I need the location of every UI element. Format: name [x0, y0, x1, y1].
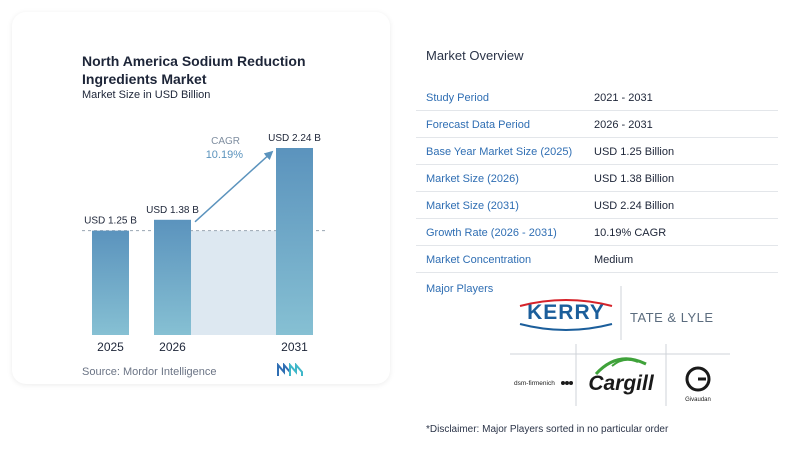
- cargill-logo: Cargill: [588, 357, 655, 395]
- overview-label: Market Concentration: [426, 254, 532, 266]
- kerry-logo: KERRY: [519, 299, 613, 331]
- givaudan-logo-text: Givaudan: [685, 397, 711, 403]
- major-players-title: Major Players: [426, 283, 494, 295]
- kerry-logo-text: KERRY: [527, 301, 605, 324]
- givaudan-logo: Givaudan: [685, 366, 711, 403]
- overview-value: 10.19% CAGR: [594, 227, 667, 239]
- major-players-logos: KERRY TATE & LYLE dsm-firmenich Cargill …: [510, 286, 730, 406]
- overview-row: Forecast Data Period 2026 - 2031: [416, 111, 778, 138]
- overview-value: USD 1.25 Billion: [594, 146, 675, 158]
- data-label-2031: USD 2.24 B: [268, 133, 321, 144]
- overview-row: Market Size (2026) USD 1.38 Billion: [416, 165, 778, 192]
- overview-row: Market Size (2031) USD 2.24 Billion: [416, 192, 778, 219]
- bar-2025: [92, 230, 129, 335]
- bar-2031: [276, 148, 313, 335]
- bar-chart: USD 1.25 B USD 1.38 B USD 2.24 B 2025 2026 2…: [82, 133, 328, 354]
- x-tick-2031: 2031: [281, 340, 308, 354]
- cargill-logo-text: Cargill: [588, 372, 655, 395]
- x-tick-2026: 2026: [159, 340, 186, 354]
- overview-row: Base Year Market Size (2025) USD 1.25 Bi…: [416, 138, 778, 165]
- chart-subtitle: Market Size in USD Billion: [82, 89, 211, 101]
- overview-value: USD 1.38 Billion: [594, 173, 675, 185]
- overview-label: Forecast Data Period: [426, 119, 530, 131]
- overview-value: 2021 - 2031: [594, 92, 653, 104]
- overview-value: USD 2.24 Billion: [594, 200, 675, 212]
- cagr-label: CAGR: [211, 136, 240, 147]
- overview-row: Study Period 2021 - 2031: [416, 84, 778, 111]
- chart-title: North America Sodium Reduction Ingredien…: [82, 53, 306, 87]
- mordor-intelligence-logo: [277, 363, 303, 376]
- cagr-arrow: [194, 150, 274, 223]
- overview-row: Growth Rate (2026 - 2031) 10.19% CAGR: [416, 219, 778, 246]
- data-label-2025: USD 1.25 B: [84, 216, 137, 227]
- overview-label: Market Size (2026): [426, 173, 519, 185]
- source-note: Source: Mordor Intelligence: [82, 366, 217, 378]
- cagr-value: 10.19%: [206, 149, 244, 161]
- overview-value: 2026 - 2031: [594, 119, 653, 131]
- overview-label: Growth Rate (2026 - 2031): [426, 227, 557, 239]
- overview-label: Base Year Market Size (2025): [426, 146, 573, 158]
- dsm-firmenich-logo-text: dsm-firmenich: [514, 380, 555, 387]
- overview-row: Market Concentration Medium: [416, 246, 778, 273]
- forecast-band: [191, 230, 276, 335]
- tate-and-lyle-logo-text: TATE & LYLE: [630, 310, 714, 325]
- disclaimer: *Disclaimer: Major Players sorted in no …: [426, 424, 669, 435]
- market-overview-title: Market Overview: [426, 48, 524, 63]
- x-tick-2025: 2025: [97, 340, 124, 354]
- overview-value: Medium: [594, 254, 634, 266]
- tate-and-lyle-logo: TATE & LYLE: [630, 310, 714, 325]
- bar-2026: [154, 219, 191, 335]
- overview-label: Market Size (2031): [426, 200, 519, 212]
- dsm-firmenich-logo: dsm-firmenich: [514, 380, 573, 387]
- data-label-2026: USD 1.38 B: [146, 205, 199, 216]
- overview-label: Study Period: [426, 92, 489, 104]
